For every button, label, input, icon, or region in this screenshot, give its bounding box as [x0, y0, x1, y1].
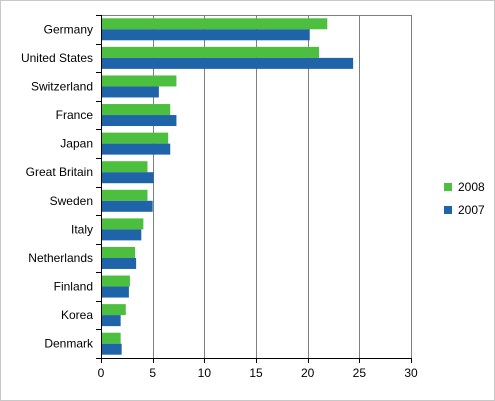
bar-2007-netherlands: [101, 257, 137, 269]
bar-2008-germany: [101, 18, 328, 30]
bar-2007-italy: [101, 229, 142, 241]
category-label: Germany: [44, 22, 93, 36]
bar-2008-sweden: [101, 189, 148, 201]
bar-2008-netherlands: [101, 246, 136, 258]
bars: [101, 18, 354, 355]
x-tick-label: 5: [149, 366, 156, 380]
category-label: Sweden: [50, 194, 93, 208]
category-label: France: [56, 108, 94, 122]
category-label: Switzerland: [31, 79, 93, 93]
x-tick-label: 15: [249, 366, 263, 380]
bar-2008-switzerland: [101, 75, 177, 87]
bar-2007-france: [101, 115, 177, 127]
legend-label-2007: 2007: [458, 203, 485, 217]
x-tick-label: 20: [301, 366, 315, 380]
category-label: Italy: [71, 222, 93, 236]
bar-2008-japan: [101, 132, 169, 144]
bar-2008-italy: [101, 218, 144, 230]
category-label: Japan: [60, 137, 93, 151]
bar-2008-great-britain: [101, 161, 148, 173]
category-label: Denmark: [44, 337, 94, 351]
bar-2008-france: [101, 104, 171, 116]
category-label: Netherlands: [28, 251, 93, 265]
bar-2008-united-states: [101, 46, 320, 58]
x-tick-label: 30: [404, 366, 418, 380]
bar-2007-denmark: [101, 343, 122, 355]
bar-2007-switzerland: [101, 86, 159, 98]
bar-2008-korea: [101, 304, 126, 316]
category-label: Finland: [54, 280, 93, 294]
legend: 2008 2007: [444, 180, 485, 217]
x-tick-label: 0: [98, 366, 105, 380]
x-tick-label: 25: [353, 366, 367, 380]
legend-swatch-2007: [444, 206, 452, 214]
bar-2007-japan: [101, 143, 171, 155]
legend-label-2008: 2008: [458, 180, 485, 194]
category-label: Korea: [61, 308, 93, 322]
x-tick-label: 10: [198, 366, 212, 380]
bar-2007-united-states: [101, 57, 354, 69]
legend-swatch-2008: [444, 183, 452, 191]
category-label: United States: [21, 51, 93, 65]
category-labels: Germany United States Switzerland France Jap…: [21, 22, 94, 350]
axes: [96, 15, 412, 363]
bar-2007-sweden: [101, 200, 153, 212]
bar-2007-korea: [101, 315, 121, 327]
x-tick-labels: 0 5 10 15 20 25 30: [98, 366, 418, 380]
bar-2008-finland: [101, 275, 130, 287]
bar-2007-great-britain: [101, 172, 154, 184]
bar-2007-germany: [101, 29, 310, 41]
bar-2008-denmark: [101, 332, 121, 344]
bar-2007-finland: [101, 286, 129, 298]
category-label: Great Britain: [26, 165, 93, 179]
grid-lines: [101, 15, 412, 358]
